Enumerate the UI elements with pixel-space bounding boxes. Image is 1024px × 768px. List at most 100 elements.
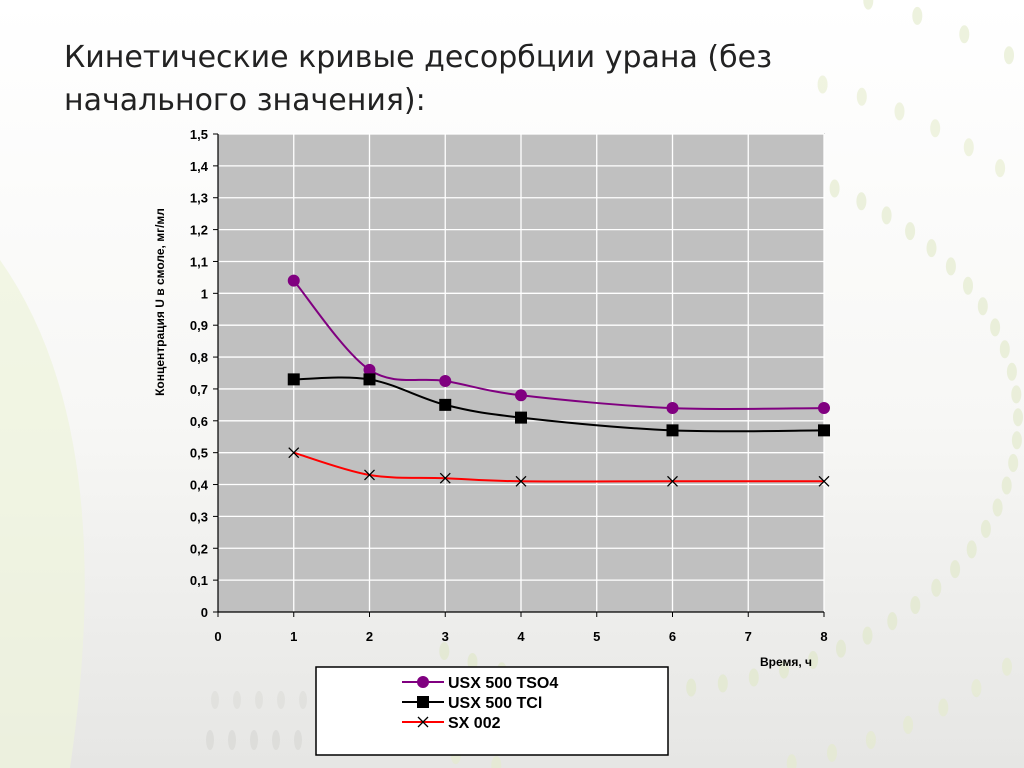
y-tick-label: 1,2 xyxy=(190,223,208,238)
y-tick-label: 1,4 xyxy=(190,159,209,174)
decor-dot xyxy=(999,340,1010,359)
decor-dot xyxy=(905,222,916,241)
y-tick-label: 1 xyxy=(201,286,208,301)
legend-label: USX 500 TSO4 xyxy=(448,675,558,692)
series-2 xyxy=(287,373,830,437)
y-tick-label: 0,7 xyxy=(190,382,208,397)
decor-dot xyxy=(1011,385,1022,404)
data-point xyxy=(287,274,300,287)
legend-box xyxy=(315,666,669,756)
decor-dot xyxy=(1006,362,1017,381)
legend-marker xyxy=(417,696,429,708)
y-tick-label: 1,3 xyxy=(190,191,208,206)
legend: USX 500 TSO4 USX 500 TCl SX 002 xyxy=(315,666,669,756)
data-point xyxy=(666,424,679,437)
decor-dot xyxy=(228,730,236,750)
x-tick-label: 1 xyxy=(290,629,297,644)
decor-dot xyxy=(211,691,219,709)
decor-dot xyxy=(950,560,961,579)
decor-dot xyxy=(255,691,263,709)
series-1 xyxy=(287,274,830,415)
decor-dot xyxy=(894,102,905,121)
x-tick-label: 4 xyxy=(517,629,525,644)
legend-item: USX 500 TCl xyxy=(402,695,542,712)
series-3 xyxy=(288,447,830,487)
legend-items: USX 500 TSO4 USX 500 TCl SX 002 xyxy=(402,675,558,732)
x-tick-label: 3 xyxy=(442,629,449,644)
decor-dot xyxy=(686,678,697,697)
y-tick-label: 0,2 xyxy=(190,541,208,556)
decor-dot xyxy=(1004,46,1014,65)
data-point xyxy=(364,469,375,481)
decor-dot xyxy=(980,519,991,538)
decor-dot xyxy=(206,730,214,750)
y-tick-label: 0,6 xyxy=(190,414,208,429)
decor-dot xyxy=(829,179,840,198)
x-tick-label: 0 xyxy=(214,629,221,644)
y-tick-label: 0 xyxy=(201,605,208,620)
x-tick-label: 2 xyxy=(366,629,373,644)
decor-dot xyxy=(977,297,988,316)
decor-dot xyxy=(971,679,982,698)
y-tick-label: 0,5 xyxy=(190,446,208,461)
x-axis-label: Время, ч xyxy=(760,655,812,669)
decor-dot xyxy=(817,75,828,94)
slide-title: Кинетические кривые десорбции урана (без… xyxy=(64,40,773,118)
decor-dot xyxy=(779,660,789,679)
decor-dot xyxy=(294,730,302,750)
y-tick-label: 1,1 xyxy=(190,254,208,269)
x-tick-label: 7 xyxy=(745,629,752,644)
decor-dot xyxy=(992,498,1003,517)
data-point xyxy=(818,475,830,487)
decor-dot xyxy=(930,119,941,138)
decor-dot xyxy=(865,731,876,749)
data-point xyxy=(515,389,527,402)
decor-dot xyxy=(250,730,258,750)
x-tick-label: 6 xyxy=(669,629,676,644)
data-point xyxy=(363,373,376,386)
decor-dot xyxy=(959,25,970,44)
decor-dot xyxy=(299,691,307,709)
x-tick-label: 5 xyxy=(593,629,600,644)
legend-marker xyxy=(417,716,429,728)
decor-dot xyxy=(1013,408,1023,427)
decor-dot xyxy=(938,698,949,717)
decor-dot xyxy=(863,0,874,10)
decor-dot xyxy=(1001,476,1012,495)
series-layer xyxy=(287,274,830,487)
decor-dot xyxy=(903,715,914,734)
y-tick-label: 0,8 xyxy=(190,350,208,365)
decor-dot xyxy=(1002,657,1012,676)
decor-dot xyxy=(881,206,892,225)
y-tick-labels: 0 0,1 0,2 0,3 0,4 0,5 0,6 0,7 0,8 0,9 1 1,1 1,2 1,3 1,… xyxy=(190,127,209,620)
decor-dot xyxy=(945,257,956,276)
legend-label: SX 002 xyxy=(448,715,501,732)
decor-dot xyxy=(277,691,285,709)
y-tick-label: 0,1 xyxy=(190,573,208,588)
decor-dot xyxy=(856,87,867,106)
y-axis-label: Концентрация U в смоле, мг/мл xyxy=(153,208,167,396)
axes xyxy=(213,133,825,617)
series-line xyxy=(292,279,825,411)
data-point xyxy=(515,411,527,424)
decor-dot xyxy=(856,192,867,211)
decor-dot xyxy=(272,730,280,750)
x-tick-labels: 0 1 2 3 4 5 6 7 8 xyxy=(214,629,827,644)
y-tick-label: 0,3 xyxy=(190,509,208,524)
decor-dot xyxy=(887,612,898,631)
decor-dot xyxy=(786,754,797,768)
decor-dot xyxy=(1011,431,1022,450)
legend-item: SX 002 xyxy=(402,715,501,732)
legend-item: USX 500 TSO4 xyxy=(402,675,558,692)
decor-dot xyxy=(966,540,977,559)
decor-dot xyxy=(910,596,921,614)
decor-dot xyxy=(862,626,873,645)
data-point xyxy=(439,374,452,387)
data-point xyxy=(818,424,830,437)
decor-dot xyxy=(808,651,819,669)
decor-dot xyxy=(439,642,450,660)
decor-dot xyxy=(990,318,1001,337)
decor-dot xyxy=(912,6,923,25)
data-point xyxy=(287,373,300,386)
